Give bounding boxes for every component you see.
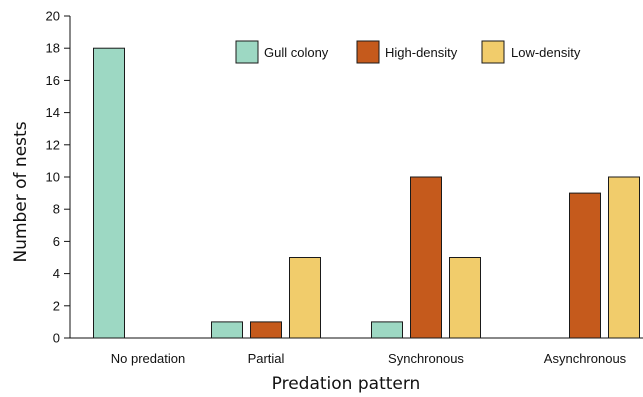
bar-high-density-partial <box>250 321 282 339</box>
x-axis: No predation Partial Synchronous Asynchrono… <box>70 337 643 366</box>
bar-low-density-synchronous <box>449 257 481 339</box>
bar-high-density-asynchronous <box>569 192 601 339</box>
x-category-label: Asynchronous <box>544 351 627 366</box>
x-axis-title: Predation pattern <box>272 374 421 394</box>
legend-label: High-density <box>385 45 458 60</box>
y-tick-label: 4 <box>53 266 60 281</box>
y-tick-label: 18 <box>46 41 60 56</box>
bar-low-density-asynchronous <box>608 176 640 339</box>
y-tick-label: 8 <box>53 202 60 217</box>
y-tick-label: 20 <box>46 9 60 24</box>
bar-low-density-partial <box>289 257 321 339</box>
legend-swatch-high-density <box>356 40 380 64</box>
x-category-label: No predation <box>111 351 185 366</box>
y-tick-label: 0 <box>53 331 60 346</box>
legend-label: Gull colony <box>264 45 329 60</box>
legend-label: Low-density <box>511 45 581 60</box>
bar-gull-colony-synchronous <box>371 321 403 339</box>
y-axis-title: Number of nests <box>11 121 31 262</box>
y-tick-label: 12 <box>46 137 60 152</box>
x-category-label: Synchronous <box>388 351 464 366</box>
x-category-label: Partial <box>248 351 285 366</box>
y-tick-label: 16 <box>46 73 60 88</box>
y-tick-label: 10 <box>46 170 60 185</box>
legend: Gull colony High-density Low-density <box>235 40 581 64</box>
legend-swatch-low-density <box>481 40 505 64</box>
legend-swatch-gull-colony <box>235 40 259 64</box>
y-tick-label: 2 <box>53 298 60 313</box>
bar-gull-colony-no-predation <box>93 47 125 339</box>
bar-gull-colony-partial <box>211 321 243 339</box>
y-tick-label: 14 <box>46 105 60 120</box>
y-axis: 0 2 4 6 8 10 12 14 16 18 20 <box>46 9 71 346</box>
bars-group <box>93 47 640 339</box>
y-tick-label: 6 <box>53 234 60 249</box>
bar-high-density-synchronous <box>410 176 442 339</box>
